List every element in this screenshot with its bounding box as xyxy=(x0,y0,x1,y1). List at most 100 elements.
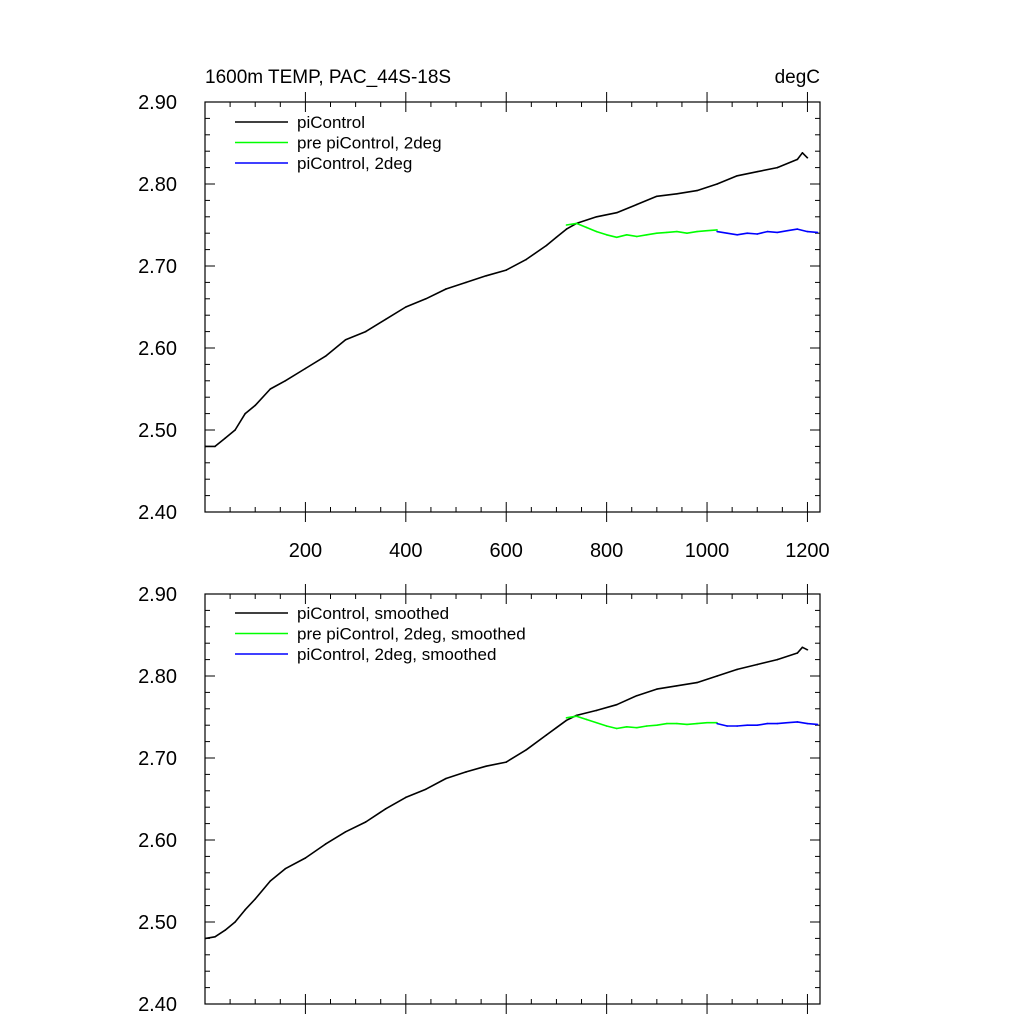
chart-panel-1: 2.40 2.50 2.60 2.70 2.80 2.90 200 400 600 800 1000… xyxy=(138,67,830,562)
data-point xyxy=(645,234,648,236)
data-point xyxy=(801,152,804,154)
data-point xyxy=(625,726,628,728)
data-point xyxy=(545,244,548,247)
data-point xyxy=(656,688,658,690)
data-point xyxy=(204,445,207,448)
data-point xyxy=(676,722,678,725)
x-tick-label: 600 xyxy=(490,540,523,562)
y-tick-label: 2.70 xyxy=(138,256,177,278)
data-point xyxy=(756,724,759,726)
data-point xyxy=(555,236,558,239)
data-point xyxy=(816,723,819,726)
data-point xyxy=(485,765,487,767)
data-point xyxy=(716,230,718,233)
data-point xyxy=(796,158,799,161)
data-point xyxy=(525,258,528,261)
series-line-2 xyxy=(566,715,718,730)
data-point xyxy=(716,229,718,231)
plot-frame xyxy=(204,101,821,513)
data-point xyxy=(796,228,799,230)
series-line-2 xyxy=(566,222,718,239)
data-point xyxy=(756,233,759,235)
data-point xyxy=(615,727,618,730)
y-tick-label: 2.90 xyxy=(138,584,177,606)
data-point xyxy=(585,226,588,229)
data-point xyxy=(635,235,638,238)
data-point xyxy=(575,222,578,225)
data-point xyxy=(756,663,759,666)
data-point xyxy=(676,193,678,195)
chart-panel-2: 2.40 2.50 2.60 2.70 2.80 2.90 piControl, smoot… xyxy=(138,584,821,1016)
data-point xyxy=(696,681,698,684)
data-point xyxy=(656,724,658,726)
data-point xyxy=(595,216,598,218)
data-point xyxy=(806,648,809,651)
data-point xyxy=(716,183,718,185)
data-point xyxy=(224,437,226,440)
y-tick-label: 2.50 xyxy=(138,912,177,934)
data-point xyxy=(545,734,548,736)
data-point xyxy=(384,808,387,810)
data-point xyxy=(555,726,558,729)
data-point xyxy=(696,230,698,233)
data-point xyxy=(706,721,708,724)
data-point xyxy=(776,231,779,234)
data-point xyxy=(525,749,528,751)
data-point xyxy=(565,228,568,230)
plot-frame xyxy=(204,593,821,1005)
y-tick-label: 2.40 xyxy=(138,994,177,1016)
data-point xyxy=(269,388,272,390)
data-point xyxy=(565,719,568,722)
data-point xyxy=(565,224,568,226)
data-point xyxy=(676,230,678,233)
data-point xyxy=(364,821,367,823)
data-point xyxy=(716,722,718,725)
data-point xyxy=(344,831,347,833)
data-point xyxy=(615,211,618,214)
data-point xyxy=(505,269,508,271)
data-point xyxy=(625,234,628,236)
data-point xyxy=(806,722,809,725)
data-point xyxy=(575,715,578,717)
legend-label: pre piControl, 2deg xyxy=(297,134,442,153)
data-point xyxy=(666,722,668,725)
data-point xyxy=(726,725,728,727)
x-tick-label: 1000 xyxy=(685,540,730,562)
data-point xyxy=(796,652,799,654)
x-tick-label: 400 xyxy=(389,540,422,562)
chart-title-units: degC xyxy=(775,67,820,88)
data-point xyxy=(635,726,638,729)
data-point xyxy=(445,777,447,780)
legend-label: piControl, 2deg, smoothed xyxy=(297,645,496,664)
data-point xyxy=(766,722,769,725)
data-point xyxy=(786,229,789,232)
data-point xyxy=(204,937,207,940)
data-point xyxy=(615,703,618,706)
data-point xyxy=(736,668,738,671)
data-point xyxy=(364,330,367,333)
data-point xyxy=(686,232,688,234)
x-tick-label: 200 xyxy=(289,540,322,562)
data-point xyxy=(645,725,648,727)
data-point xyxy=(696,189,698,192)
data-point xyxy=(425,298,427,300)
y-tick-label: 2.60 xyxy=(138,338,177,360)
data-point xyxy=(766,230,769,233)
data-point xyxy=(595,709,598,712)
data-point xyxy=(244,908,246,911)
data-point xyxy=(595,721,598,724)
data-point xyxy=(234,429,236,431)
data-point xyxy=(736,234,738,236)
data-point xyxy=(796,721,799,723)
y-tick-label: 2.50 xyxy=(138,420,177,442)
data-point xyxy=(284,867,287,870)
data-point xyxy=(344,339,347,341)
data-point xyxy=(746,724,749,726)
data-point xyxy=(234,921,236,923)
data-point xyxy=(816,231,819,234)
y-tick-label: 2.80 xyxy=(138,666,177,688)
data-point xyxy=(786,721,789,724)
data-point xyxy=(776,166,779,169)
data-point xyxy=(656,195,658,198)
